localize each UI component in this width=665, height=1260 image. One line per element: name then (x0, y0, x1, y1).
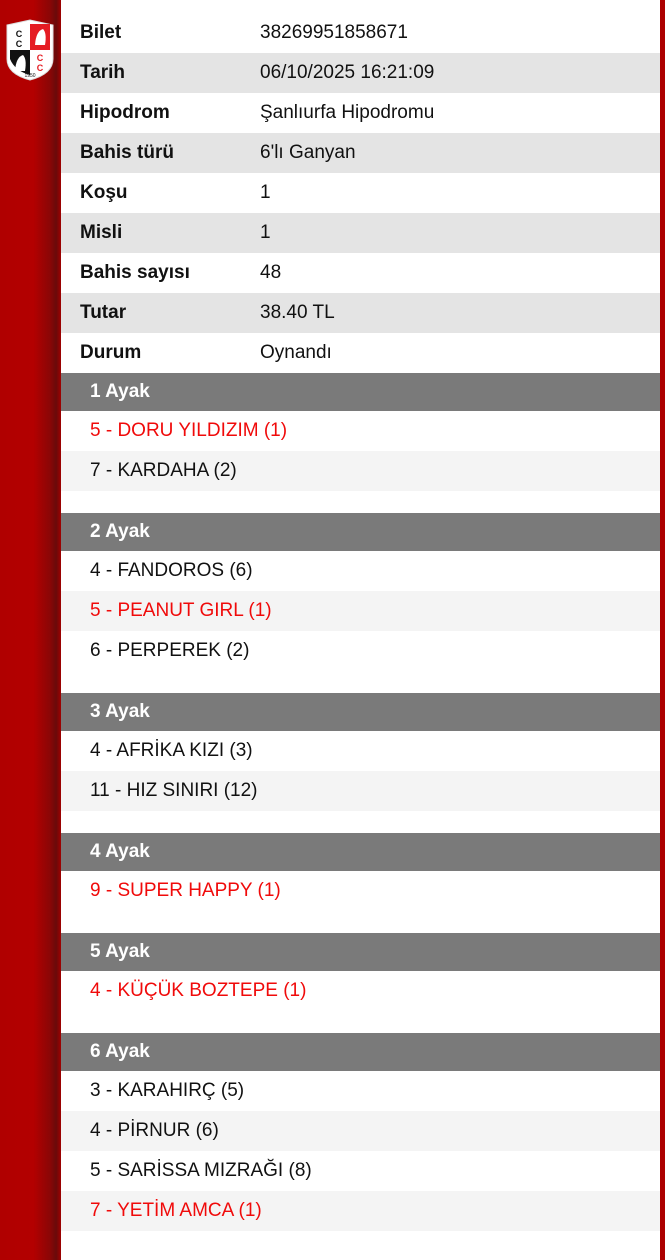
info-label: Misli (80, 222, 123, 243)
info-value: 1 (260, 182, 271, 203)
spacer (61, 911, 660, 933)
horse-item: 11 - HIZ SINIRI (12) (61, 771, 660, 811)
info-value: 38.40 TL (260, 302, 335, 323)
info-row: Bahis sayısı 48 (61, 253, 660, 293)
info-value: 6'lı Ganyan (260, 142, 356, 163)
svg-text:C: C (37, 63, 44, 73)
horse-item: 5 - DORU YILDIZIM (1) (90, 420, 288, 441)
info-value: 06/10/2025 16:21:09 (260, 62, 435, 83)
info-value: 48 (260, 262, 282, 283)
info-row: Tutar 38.40 TL (61, 293, 660, 333)
leg-group: 4 Ayak 9 - SUPER HAPPY (1) (61, 833, 660, 933)
horse-item: 6 - PERPEREK (2) (90, 640, 250, 661)
horse-item: 4 - FANDOROS (6) (90, 560, 253, 581)
info-label: Bahis sayısı (80, 262, 190, 283)
info-label: Durum (80, 342, 142, 363)
leg-header: 4 Ayak (61, 833, 660, 871)
info-row: Misli 1 (61, 213, 660, 253)
leg-header: 2 Ayak (61, 513, 660, 551)
spacer (61, 1011, 660, 1033)
horse-item: 4 - KÜÇÜK BOZTEPE (1) (90, 980, 307, 1001)
info-label: Bahis türü (80, 142, 174, 163)
info-label: Tutar (80, 302, 127, 323)
sidebar: C C C C 1950 (0, 0, 61, 1260)
leg-group: 3 Ayak 4 - AFRİKA KIZI (3) 11 - HIZ SINIRI… (61, 693, 660, 833)
info-row: Hipodrom Şanlıurfa Hipodromu (61, 93, 660, 133)
spacer (61, 811, 660, 833)
spacer (61, 491, 660, 513)
info-row: Koşu 1 (61, 173, 660, 213)
info-row: Tarih 06/10/2025 16:21:09 (61, 53, 660, 93)
info-value: Oynandı (260, 342, 332, 363)
horse-item: 4 - AFRİKA KIZI (3) (90, 740, 253, 761)
spacer (61, 671, 660, 693)
info-row: Bilet 38269951858671 (61, 13, 660, 53)
leg-header: 1 Ayak (61, 373, 660, 411)
svg-text:C: C (16, 39, 23, 49)
info-value: 1 (260, 222, 271, 243)
right-border (660, 0, 665, 1260)
horse-item: 5 - PEANUT GIRL (1) (61, 591, 660, 631)
horse-item: 7 - YETİM AMCA (1) (61, 1191, 660, 1231)
horse-item: 5 - SARİSSA MIZRAĞI (8) (90, 1160, 312, 1181)
info-value: Şanlıurfa Hipodromu (260, 102, 435, 123)
horse-item: 4 - PİRNUR (6) (61, 1111, 660, 1151)
info-row: Durum Oynandı (61, 333, 660, 373)
ticket-detail: Bilet 38269951858671 Tarih 06/10/2025 16:21… (61, 13, 660, 1253)
svg-text:C: C (16, 29, 23, 39)
ticket-info-table: Bilet 38269951858671 Tarih 06/10/2025 16:21… (61, 13, 660, 373)
svg-text:1950: 1950 (24, 73, 35, 79)
club-logo-icon[interactable]: C C C C 1950 (5, 19, 55, 81)
legs-list: 1 Ayak 5 - DORU YILDIZIM (1) 7 - KARDAHA (… (61, 373, 660, 1253)
svg-text:C: C (37, 53, 44, 63)
leg-group: 1 Ayak 5 - DORU YILDIZIM (1) 7 - KARDAHA (… (61, 373, 660, 513)
leg-header: 6 Ayak (61, 1033, 660, 1071)
leg-group: 6 Ayak 3 - KARAHIRÇ (5) 4 - PİRNUR (6) 5 - … (61, 1033, 660, 1253)
horse-item: 9 - SUPER HAPPY (1) (90, 880, 281, 901)
spacer (61, 1231, 660, 1253)
leg-group: 2 Ayak 4 - FANDOROS (6) 5 - PEANUT GIRL (1… (61, 513, 660, 693)
info-value: 38269951858671 (260, 22, 408, 43)
horse-item: 7 - KARDAHA (2) (61, 451, 660, 491)
info-label: Koşu (80, 182, 128, 203)
leg-header: 3 Ayak (61, 693, 660, 731)
leg-group: 5 Ayak 4 - KÜÇÜK BOZTEPE (1) (61, 933, 660, 1033)
horse-item: 3 - KARAHIRÇ (5) (90, 1080, 245, 1101)
info-row: Bahis türü 6'lı Ganyan (61, 133, 660, 173)
info-label: Tarih (80, 62, 126, 83)
info-label: Hipodrom (80, 102, 170, 123)
info-label: Bilet (80, 22, 122, 43)
leg-header: 5 Ayak (61, 933, 660, 971)
